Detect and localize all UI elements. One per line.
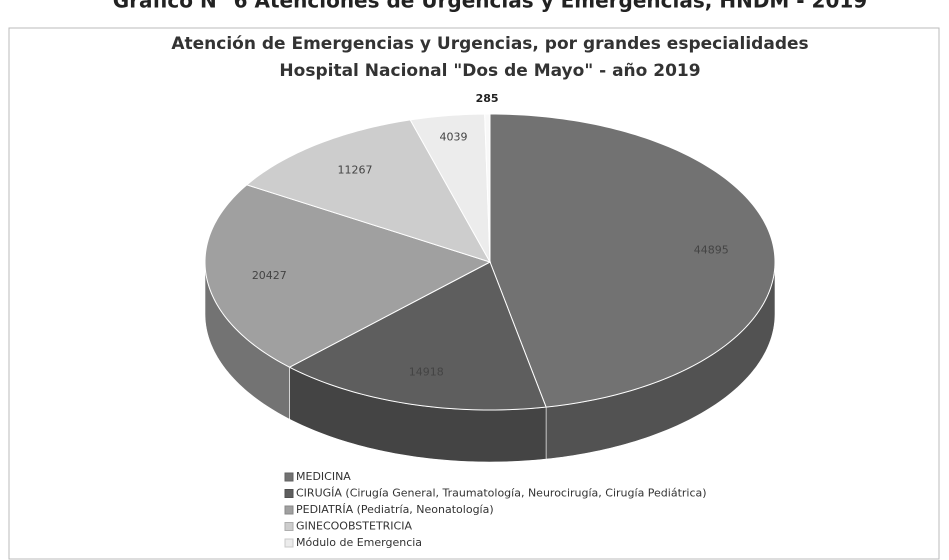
pie-slice — [204, 184, 492, 368]
chart-subtitle: Hospital Nacional "Dos de Mayo" - año 20… — [279, 61, 700, 81]
legend-swatch — [284, 522, 294, 531]
page-heading: Gráfico N° 6 Atenciones de Urgencias y E… — [113, 0, 867, 13]
data-label: 20427 — [252, 269, 287, 282]
data-label: 11267 — [337, 163, 372, 176]
pie-slice — [409, 113, 491, 263]
legend-swatch — [284, 505, 294, 515]
legend-label: MEDICINA — [296, 470, 351, 483]
pie-slice — [288, 261, 547, 411]
legend-label: PEDIATRÍA (Pediatría, Neonatología) — [296, 503, 494, 516]
pie-slice — [489, 113, 776, 408]
legend-swatch — [284, 489, 294, 498]
legend-swatch — [284, 472, 294, 482]
pie-slice — [484, 113, 491, 263]
legend-label: GINECOOBSTETRICIA — [296, 520, 412, 533]
pie-slice — [245, 119, 492, 263]
data-label: 44895 — [694, 244, 729, 257]
data-label: 285 — [476, 92, 499, 105]
chart-title: Atención de Emergencias y Urgencias, por… — [171, 34, 808, 54]
data-label: 14918 — [409, 366, 444, 379]
legend-swatch — [284, 538, 294, 548]
data-label: 4039 — [440, 131, 468, 144]
legend-label: Módulo de Emergencia — [296, 536, 422, 549]
legend-label: CIRUGÍA (Cirugía General, Traumatología,… — [296, 487, 707, 500]
